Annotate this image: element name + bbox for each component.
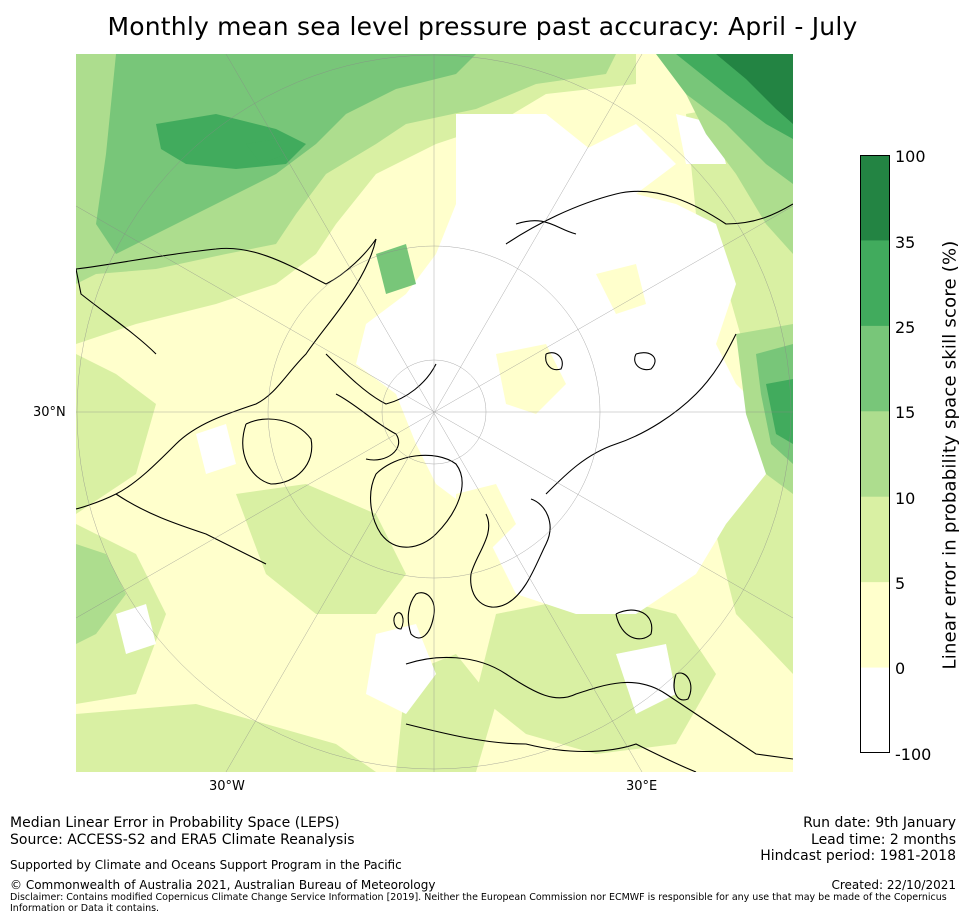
colorbar-bin <box>860 667 890 753</box>
colorbar-bin <box>860 496 890 583</box>
colorbar-tick-10: 10 <box>895 489 916 508</box>
graticule <box>76 54 793 772</box>
colorbar <box>860 155 890 753</box>
colorbar-tick-25: 25 <box>895 318 916 337</box>
source-text: Source: ACCESS-S2 and ERA5 Climate Reana… <box>10 832 355 848</box>
hindcast-text: Hindcast period: 1981-2018 <box>760 848 956 864</box>
colorbar-tick-minus-100: -100 <box>895 745 932 764</box>
colorbar-tick-35: 35 <box>895 233 916 252</box>
skill-band-35-100 <box>716 54 793 124</box>
colorbar-bin <box>860 411 890 498</box>
lead-time-text: Lead time: 2 months <box>811 832 956 848</box>
colorbar-label-text: Linear error in probability space skill … <box>939 240 961 670</box>
support-text: Supported by Climate and Oceans Support … <box>10 858 402 872</box>
skill-score-map <box>76 54 793 772</box>
skill-band-0-5-patches <box>456 264 646 554</box>
colorbar-tick-0: 0 <box>895 659 906 678</box>
chart-title: Monthly mean sea level pressure past acc… <box>107 12 858 41</box>
coastlines <box>76 190 793 772</box>
colorbar-bin <box>860 240 890 327</box>
polar-map <box>76 54 793 772</box>
longitude-label-30w: 30°W <box>209 779 245 794</box>
longitude-label-30e: 30°E <box>626 779 658 794</box>
disclaimer-line-2: Information or Data it contains. <box>10 903 160 914</box>
created-text: Created: 22/10/2021 <box>831 878 956 892</box>
colorbar-bin <box>860 155 890 241</box>
latitude-label-30n: 30°N <box>33 405 66 420</box>
colorbar-bin <box>860 582 890 669</box>
disclaimer-line-1: Disclaimer: Contains modified Copernicus… <box>10 892 947 903</box>
copyright-text: © Commonwealth of Australia 2021, Austra… <box>10 878 436 892</box>
colorbar-tick-5: 5 <box>895 574 906 593</box>
run-date-text: Run date: 9th January <box>803 815 956 831</box>
colorbar-tick-100: 100 <box>895 147 926 166</box>
method-text: Median Linear Error in Probability Space… <box>10 815 340 831</box>
colorbar-tick-15: 15 <box>895 403 916 422</box>
colorbar-bin <box>860 325 890 412</box>
